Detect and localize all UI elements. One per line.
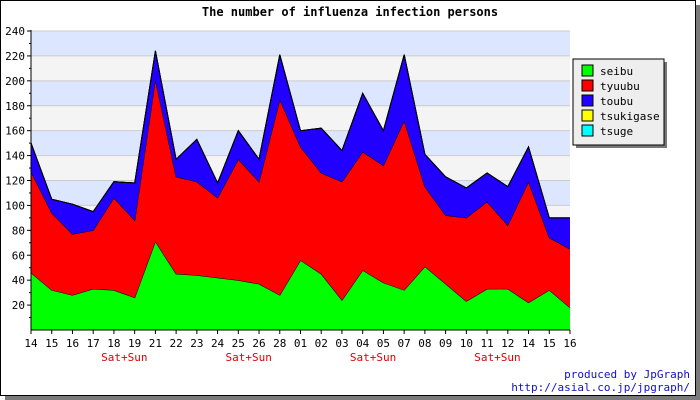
legend-label-toubu: toubu bbox=[600, 95, 633, 108]
legend-swatch-toubu bbox=[581, 94, 594, 107]
x-tick-label: 01 bbox=[294, 337, 307, 350]
x-tick-label: 09 bbox=[439, 337, 452, 350]
weekend-label: Sat+Sun bbox=[101, 351, 147, 364]
x-tick-label: 07 bbox=[398, 337, 411, 350]
y-tick-label: 240 bbox=[5, 25, 25, 38]
y-tick-label: 220 bbox=[5, 50, 25, 63]
x-tick-label: 10 bbox=[460, 337, 473, 350]
area-seibu bbox=[31, 241, 570, 330]
credit-line-1: produced by JpGraph bbox=[564, 368, 690, 381]
background-band bbox=[31, 31, 570, 56]
x-tick-label: 25 bbox=[232, 337, 245, 350]
x-tick-label: 14 bbox=[24, 337, 38, 350]
x-tick-label: 14 bbox=[522, 337, 536, 350]
x-tick-label: 18 bbox=[107, 337, 120, 350]
x-tick-label: 03 bbox=[335, 337, 348, 350]
area-tyuubu bbox=[31, 79, 570, 308]
outline-tsuge bbox=[30, 50, 570, 219]
x-tick-label: 08 bbox=[418, 337, 431, 350]
legend-swatch-tyuubu bbox=[581, 79, 594, 92]
x-tick-label: 17 bbox=[87, 337, 100, 350]
legend-label-seibu: seibu bbox=[600, 65, 633, 78]
y-tick-label: 40 bbox=[12, 274, 25, 287]
background-band bbox=[31, 105, 570, 131]
y-tick-label: 20 bbox=[12, 299, 25, 312]
x-tick-label: 15 bbox=[543, 337, 556, 350]
area-toubu bbox=[31, 50, 570, 250]
x-tick-label: 26 bbox=[252, 337, 265, 350]
legend-label-tyuubu: tyuubu bbox=[600, 80, 640, 93]
x-tick-label: 19 bbox=[128, 337, 141, 350]
x-tick-label: 04 bbox=[356, 337, 370, 350]
legend-label-tsukigase: tsukigase bbox=[600, 110, 660, 123]
x-tick-label: 16 bbox=[66, 337, 79, 350]
x-tick-label: 15 bbox=[45, 337, 58, 350]
chart-title: The number of influenza infection person… bbox=[202, 5, 498, 19]
weekend-label: Sat+Sun bbox=[474, 351, 520, 364]
x-tick-label: 11 bbox=[480, 337, 493, 350]
x-tick-label: 16 bbox=[563, 337, 576, 350]
legend-swatch-tsukigase bbox=[581, 109, 594, 122]
x-tick-label: 02 bbox=[315, 337, 328, 350]
y-tick-label: 140 bbox=[5, 150, 25, 163]
y-tick-label: 100 bbox=[5, 199, 25, 212]
x-tick-label: 21 bbox=[149, 337, 162, 350]
legend-swatch-tsuge bbox=[581, 124, 594, 137]
background-band bbox=[31, 55, 570, 81]
y-tick-label: 60 bbox=[12, 249, 25, 262]
x-tick-label: 23 bbox=[190, 337, 203, 350]
x-tick-label: 28 bbox=[273, 337, 286, 350]
weekend-label: Sat+Sun bbox=[225, 351, 271, 364]
y-tick-label: 80 bbox=[12, 224, 25, 237]
y-tick-label: 120 bbox=[5, 175, 25, 188]
y-tick-label: 160 bbox=[5, 125, 25, 138]
x-tick-label: 24 bbox=[211, 337, 225, 350]
legend-swatch-seibu bbox=[581, 64, 594, 77]
x-tick-label: 12 bbox=[501, 337, 514, 350]
weekend-label: Sat+Sun bbox=[350, 351, 396, 364]
x-tick-label: 05 bbox=[377, 337, 390, 350]
legend-label-tsuge: tsuge bbox=[600, 125, 633, 138]
background-band bbox=[31, 80, 570, 106]
y-tick-label: 200 bbox=[5, 75, 25, 88]
y-tick-label: 180 bbox=[5, 100, 25, 113]
credit-line-2: http://asial.co.jp/jpgraph/ bbox=[511, 381, 690, 394]
x-tick-label: 22 bbox=[169, 337, 182, 350]
